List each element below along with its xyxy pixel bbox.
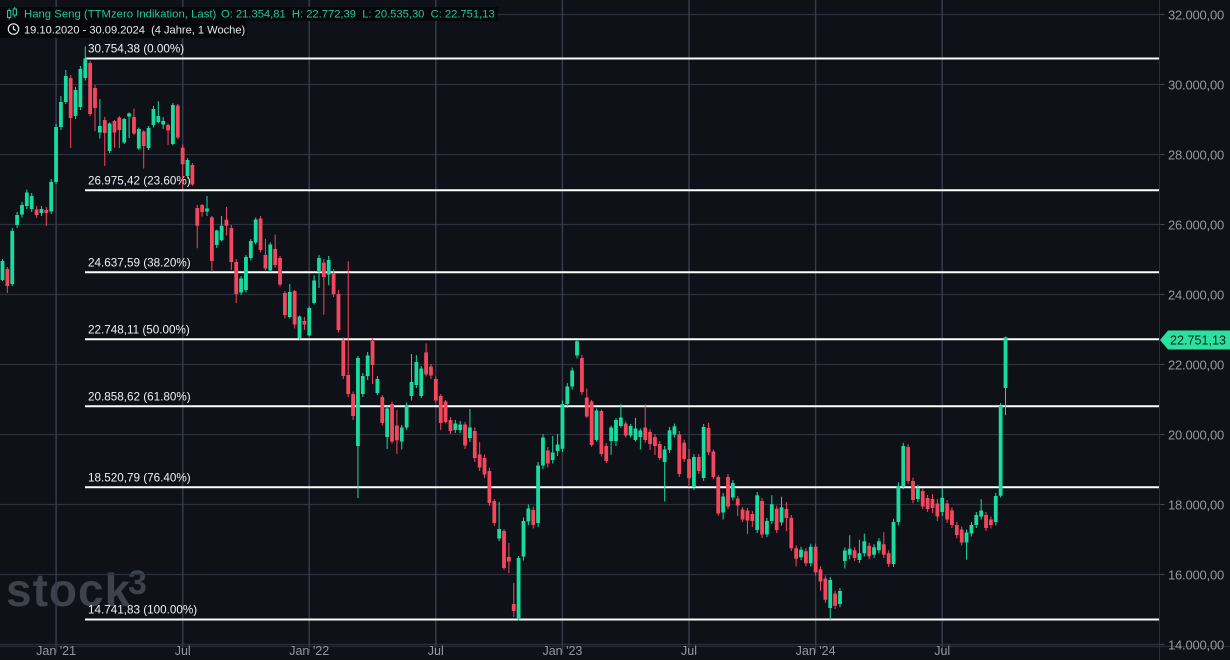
svg-text:28.000,00: 28.000,00 — [1168, 148, 1224, 163]
svg-text:3: 3 — [128, 564, 147, 602]
svg-text:20.858,62 (61.80%): 20.858,62 (61.80%) — [88, 390, 191, 403]
svg-text:30.000,00: 30.000,00 — [1168, 78, 1224, 93]
svg-text:32.000,00: 32.000,00 — [1168, 8, 1224, 23]
svg-text:20.000,00: 20.000,00 — [1168, 428, 1224, 443]
svg-text:14.000,00: 14.000,00 — [1168, 638, 1224, 653]
svg-text:26.975,42 (23.60%): 26.975,42 (23.60%) — [88, 174, 191, 187]
svg-text:Jan '22: Jan '22 — [289, 644, 329, 658]
svg-text:24.000,00: 24.000,00 — [1168, 288, 1224, 303]
svg-text:18.000,00: 18.000,00 — [1168, 498, 1224, 513]
svg-text:O: 21.354,81 H: 22.772,39 L:: O: 21.354,81 H: 22.772,39 L: 20.535,30 C… — [221, 9, 495, 21]
svg-text:Jan '21: Jan '21 — [36, 644, 76, 658]
svg-text:16.000,00: 16.000,00 — [1168, 568, 1224, 583]
svg-text:Hang Seng (TTMzero Indikation,: Hang Seng (TTMzero Indikation, Last) — [24, 9, 217, 21]
svg-text:26.000,00: 26.000,00 — [1168, 218, 1224, 233]
svg-text:22.751,13: 22.751,13 — [1170, 334, 1226, 348]
svg-text:Jul: Jul — [428, 644, 444, 658]
svg-text:Jan '24: Jan '24 — [796, 644, 836, 658]
svg-text:stock: stock — [6, 564, 131, 616]
svg-text:22.000,00: 22.000,00 — [1168, 358, 1224, 373]
svg-text:30.754,38 (0.00%): 30.754,38 (0.00%) — [88, 43, 184, 56]
svg-text:Jul: Jul — [175, 644, 191, 658]
svg-text:18.520,79 (76.40%): 18.520,79 (76.40%) — [88, 471, 191, 484]
svg-text:24.637,59 (38.20%): 24.637,59 (38.20%) — [88, 256, 191, 269]
svg-text:Jul: Jul — [681, 644, 697, 658]
svg-text:22.748,11 (50.00%): 22.748,11 (50.00%) — [88, 323, 190, 336]
svg-text:19.10.2020 - 30.09.2024 (4 Ja: 19.10.2020 - 30.09.2024 (4 Jahre, 1 Woch… — [24, 25, 245, 37]
svg-text:Jan '23: Jan '23 — [542, 644, 582, 658]
svg-text:Jul: Jul — [934, 644, 950, 658]
svg-text:14.741,83 (100.00%): 14.741,83 (100.00%) — [88, 604, 197, 617]
